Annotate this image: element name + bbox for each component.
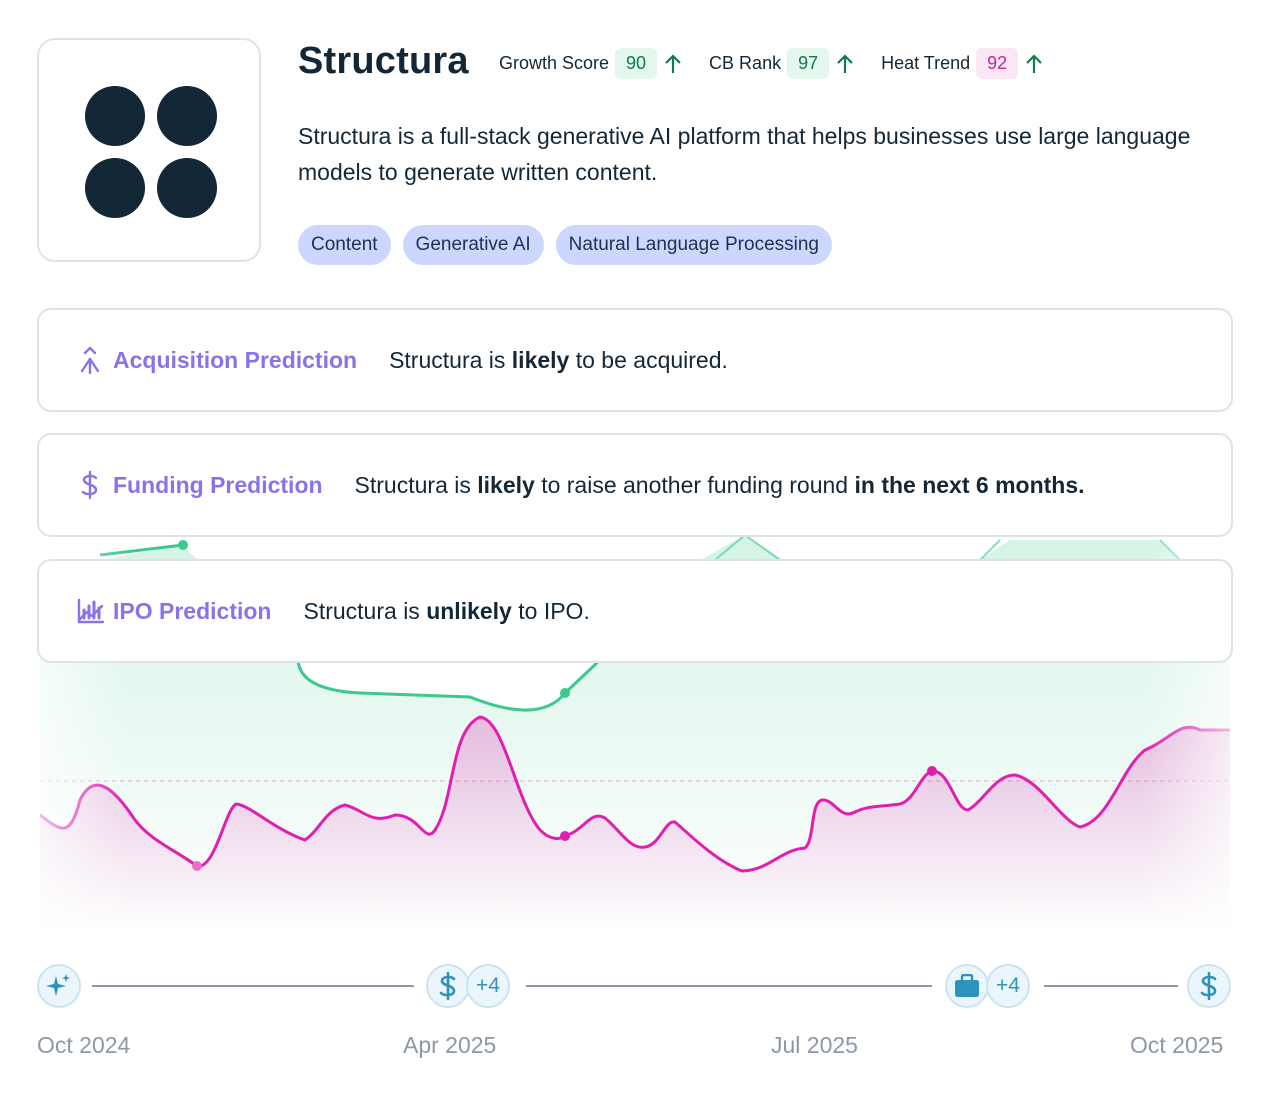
acquisition-prediction-card[interactable]: Acquisition Prediction Structura is like…: [37, 308, 1233, 412]
timeline-event-funding[interactable]: [1187, 964, 1231, 1008]
arrow-up-icon: [665, 53, 681, 73]
funding-prediction-card[interactable]: Funding Prediction Structura is likely t…: [37, 433, 1233, 537]
metric-heat-trend[interactable]: Heat Trend 92: [881, 48, 1044, 79]
prediction-text: Structura is likely to raise another fun…: [354, 471, 1085, 498]
dollar-icon: [439, 972, 456, 1000]
company-description: Structura is a full-stack generative AI …: [298, 123, 1191, 185]
event-count: +4: [996, 974, 1020, 997]
heat-line: [39, 715, 1230, 873]
prediction-text: Structura is likely to be acquired.: [389, 346, 728, 373]
tag-content[interactable]: Content: [298, 225, 391, 265]
prediction-text: Structura is unlikely to IPO.: [303, 597, 590, 624]
prediction-title: Acquisition Prediction: [113, 346, 358, 373]
timeline-event-funding[interactable]: [426, 964, 470, 1008]
metric-value: 97: [787, 48, 830, 79]
company-logo: [37, 38, 261, 262]
timeline-date: Oct 2024: [37, 1032, 131, 1058]
metric-label: CB Rank: [709, 53, 782, 73]
dollar-icon: [1200, 972, 1217, 1000]
metrics-bar: Growth Score 90 CB Rank 97 Heat Trend 92: [499, 48, 1070, 79]
timeline-event-more[interactable]: +4: [466, 964, 510, 1008]
timeline-date: Oct 2025: [1130, 1032, 1224, 1058]
metric-value: 92: [976, 48, 1019, 79]
event-count: +4: [476, 974, 500, 997]
timeline-event-job[interactable]: [945, 964, 989, 1008]
prediction-title: Funding Prediction: [113, 471, 323, 498]
timeline-event-more[interactable]: +4: [986, 964, 1030, 1008]
heat-area: [40, 717, 1230, 930]
timeline-date: Jul 2025: [771, 1032, 858, 1058]
metric-cb-rank[interactable]: CB Rank 97: [709, 48, 855, 79]
timeline-line: [1044, 985, 1178, 987]
timeline-event-launch[interactable]: [37, 964, 81, 1008]
ipo-prediction-card[interactable]: IPO Prediction Structura is unlikely to …: [37, 559, 1233, 663]
heat-point: [927, 766, 937, 776]
arrow-up-icon: [837, 53, 853, 73]
metric-label: Growth Score: [499, 53, 610, 73]
growth-point: [560, 688, 570, 698]
arrow-up-icon: [1026, 53, 1042, 73]
dollar-icon: [81, 470, 98, 500]
briefcase-icon: [955, 974, 979, 997]
tag-list: Content Generative AI Natural Language P…: [298, 225, 844, 265]
metric-value: 90: [615, 48, 658, 79]
growth-point: [178, 540, 188, 550]
tag-generative-ai[interactable]: Generative AI: [402, 225, 544, 265]
four-dots-logo-icon: [85, 86, 217, 218]
company-name: Structura: [298, 40, 469, 82]
merge-arrows-icon: [80, 346, 100, 375]
prediction-title: IPO Prediction: [113, 597, 272, 624]
timeline-line: [526, 985, 932, 987]
heat-point: [192, 861, 202, 871]
growth-line-top: [714, 533, 1181, 561]
metric-label: Heat Trend: [881, 53, 971, 73]
chart-trend-icon: [77, 598, 105, 624]
metric-growth-score[interactable]: Growth Score 90: [499, 48, 683, 79]
heat-point: [560, 831, 570, 841]
timeline-line: [92, 985, 414, 987]
timeline-date: Apr 2025: [403, 1032, 497, 1058]
tag-nlp[interactable]: Natural Language Processing: [555, 225, 833, 265]
sparkle-icon: [46, 974, 70, 996]
